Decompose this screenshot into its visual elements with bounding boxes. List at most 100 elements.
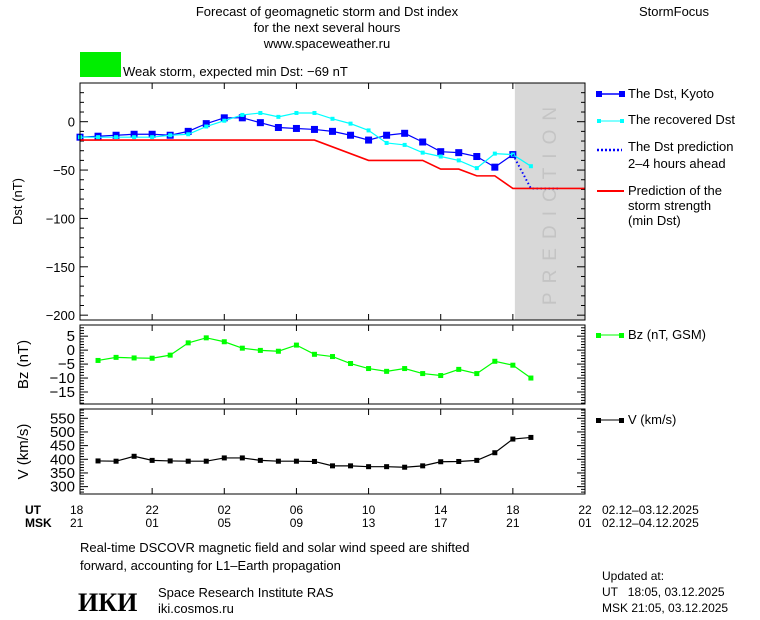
ut-tick-label: 18 [70,503,84,517]
ut-tick-label: 14 [434,503,448,517]
legend-kyoto-marker [596,91,602,97]
legend-bz-label: Bz (nT, GSM) [628,327,706,342]
data-point [474,166,479,171]
data-point [492,358,498,364]
y-tick-label: −10 [50,370,75,387]
data-point [220,114,228,122]
data-point [528,164,533,169]
legend-kyoto-label: The Dst, Kyoto [628,86,714,101]
ut-axis-label: UT [25,503,42,517]
y-tick-label: 0 [68,115,75,130]
data-point [202,120,210,128]
data-point [420,463,426,469]
y-axis-title: Bz (nT) [15,340,32,389]
ut-tick-label: 18 [506,503,520,517]
data-point [221,455,227,461]
institute-site-link[interactable]: iki.cosmos.ru [158,601,234,616]
msk-tick-label: 09 [290,516,304,530]
data-point [294,110,299,115]
y-tick-label: 400 [50,451,75,468]
data-point [437,148,445,156]
plot-frame [79,324,586,405]
data-point [239,345,245,351]
data-point [510,362,516,368]
data-point [384,140,389,145]
data-point [292,124,300,132]
y-tick-label: 550 [50,410,75,427]
legend-bz-marker [619,333,624,338]
data-point [348,361,354,367]
msk-tick-label: 05 [218,516,232,530]
data-point [168,133,173,138]
data-point [276,114,281,119]
data-point [419,138,427,146]
legend-v-label: V (km/s) [628,412,676,427]
data-point [402,464,408,470]
data-point [384,368,390,374]
data-point [258,110,263,115]
data-point [366,128,371,133]
y-axis-title: Dst (nT) [10,178,25,225]
y-tick-label: −5 [58,356,75,373]
data-point [113,458,119,464]
data-point [474,457,480,463]
data-point [383,131,391,139]
data-point [131,355,137,361]
data-point [310,125,318,133]
legend-recovered-label: The recovered Dst [628,112,735,127]
data-point [204,124,209,129]
y-tick-label: 5 [67,328,75,345]
prediction-band [514,83,585,320]
msk-tick-label: 13 [362,516,376,530]
msk-tick-label: 17 [434,516,448,530]
data-point [438,373,444,379]
dscovr-note-line2: forward, accounting for L1–Earth propaga… [80,558,341,573]
panel-bz: 50−5−10−15 Bz (nT) [15,324,586,405]
legend-strength-label-2: storm strength [628,198,711,213]
data-point [132,135,137,140]
data-point [473,153,481,161]
y-tick-label: −100 [46,211,75,226]
msk-tick-label: 21 [506,516,520,530]
storm-status-swatch [80,52,121,77]
y-tick-label: 500 [50,424,75,441]
plot-frame [79,82,586,321]
data-point [256,119,264,127]
panel-dst: PREDICTION 0 −50 −100 −150 −200 Dst (nT) [10,82,586,323]
msk-tick-label: 21 [70,516,84,530]
ut-date-range: 02.12–03.12.2025 [602,503,699,517]
y-tick-label: −150 [46,260,75,275]
data-point [185,340,191,346]
msk-axis-label: MSK [25,516,52,530]
data-point [275,348,281,354]
data-point [365,136,373,144]
data-point [186,132,191,137]
data-point [148,130,156,138]
legend-strength-label-3: (min Dst) [628,213,681,228]
data-point [329,127,336,135]
institute-name: Space Research Institute RAS [158,585,334,600]
legend-prediction-label-2: 2–4 hours ahead [628,156,726,171]
msk-tick-label: 01 [145,516,159,530]
y-tick-label: 350 [50,465,75,482]
data-point [330,116,335,121]
iki-logo: ИКИ [78,588,137,617]
data-point [311,351,317,357]
data-point [222,118,227,123]
legend-recovered-marker [620,119,624,123]
website-link[interactable]: www.spaceweather.ru [263,36,390,51]
data-point [420,371,426,377]
legend: The Dst, Kyoto The recovered Dst The Dst… [596,86,735,427]
data-point [239,455,245,461]
data-point [330,354,335,360]
updated-label: Updated at: [602,569,664,583]
prediction-label: PREDICTION [540,98,561,305]
bz-nt-gsm-line [97,337,532,379]
data-point [203,458,209,464]
y-tick-label: 300 [50,479,75,496]
data-point [348,121,353,126]
data-point [366,464,372,470]
data-point [238,114,246,122]
